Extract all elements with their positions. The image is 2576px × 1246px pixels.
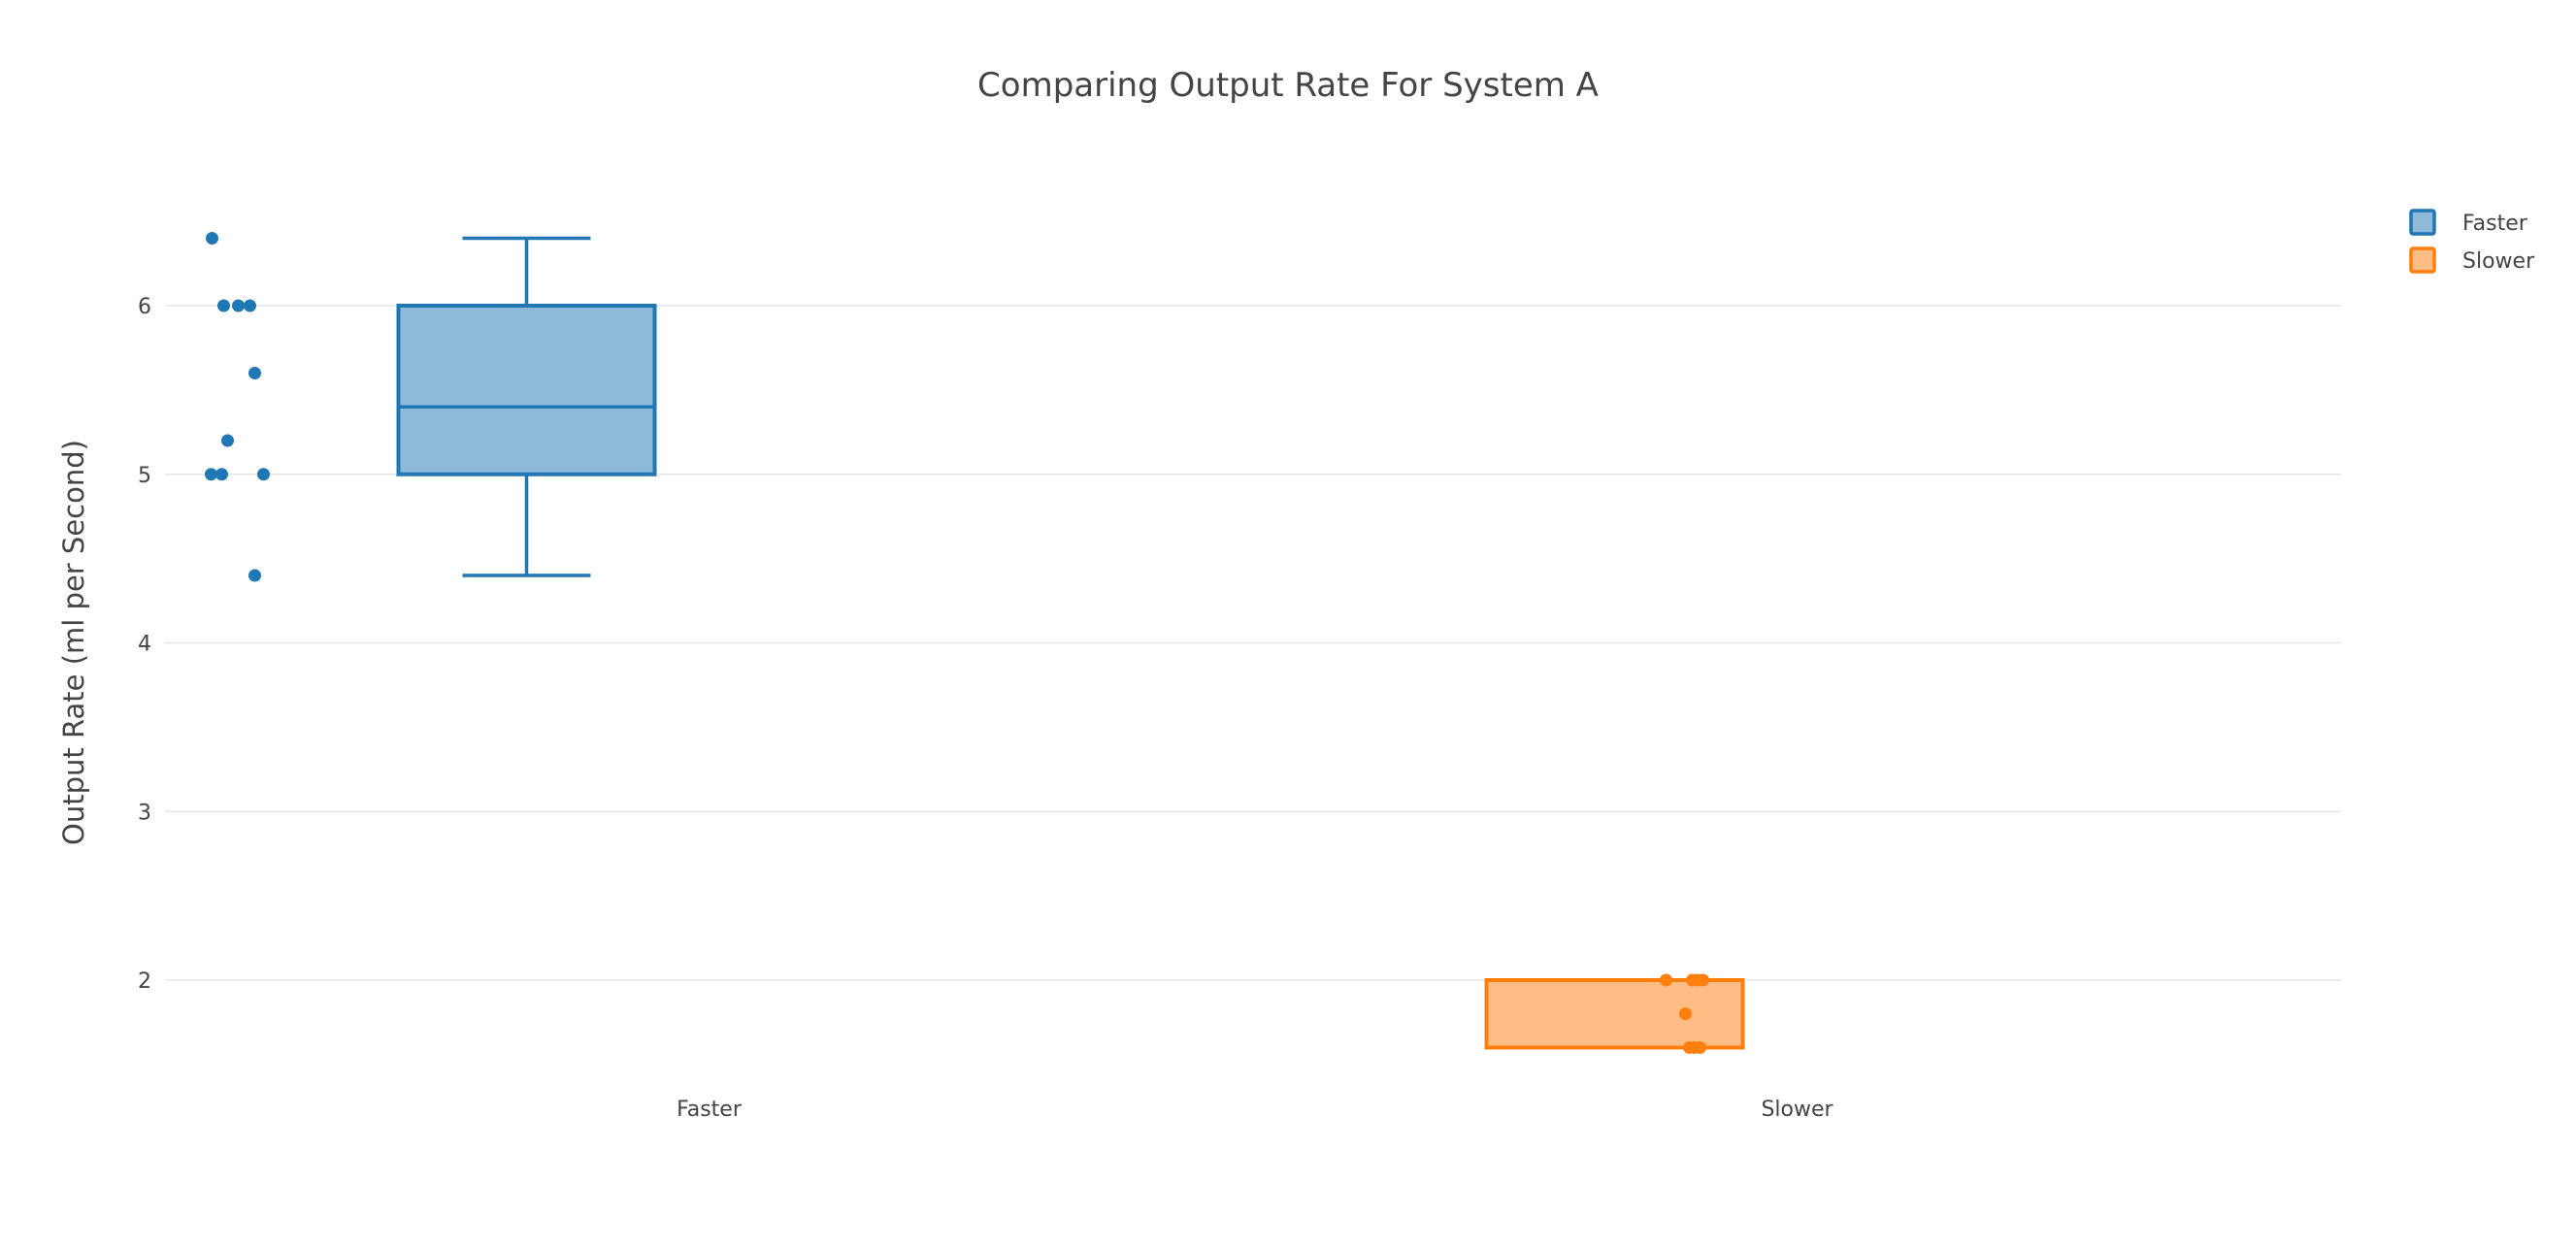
y-tick-label: 6 bbox=[138, 295, 151, 319]
data-point bbox=[206, 232, 218, 245]
legend-label: Slower bbox=[2462, 249, 2535, 274]
legend-swatch bbox=[2409, 209, 2436, 236]
x-axis-ticks: Faster Slower bbox=[677, 1098, 1833, 1122]
legend: Faster Slower bbox=[2409, 209, 2535, 274]
y-axis-ticks: 2 3 4 5 6 bbox=[138, 295, 151, 994]
point-layer bbox=[205, 232, 1709, 1054]
data-point bbox=[221, 434, 234, 447]
y-tick-label: 5 bbox=[138, 464, 151, 488]
data-point bbox=[248, 569, 261, 582]
x-tick-label: Faster bbox=[677, 1098, 743, 1122]
data-point bbox=[244, 299, 256, 312]
data-point bbox=[248, 367, 261, 379]
y-tick-label: 3 bbox=[138, 801, 151, 825]
data-point bbox=[1679, 1007, 1692, 1021]
legend-label: Faster bbox=[2462, 212, 2528, 236]
data-point bbox=[215, 468, 228, 481]
box-iqr bbox=[1484, 978, 1745, 1050]
data-point bbox=[217, 299, 230, 312]
data-point bbox=[1660, 973, 1672, 987]
data-point bbox=[257, 468, 270, 481]
chart-title: Comparing Output Rate For System A bbox=[977, 66, 1599, 105]
box-layer bbox=[396, 236, 1745, 1050]
data-point bbox=[205, 468, 217, 481]
y-axis-title: Output Rate (ml per Second) bbox=[57, 440, 90, 845]
box-iqr bbox=[396, 304, 657, 476]
legend-swatch bbox=[2409, 246, 2436, 274]
data-point bbox=[1697, 973, 1709, 987]
data-point bbox=[1694, 1041, 1706, 1054]
y-tick-label: 4 bbox=[138, 633, 151, 657]
x-tick-label: Slower bbox=[1761, 1098, 1833, 1122]
data-point bbox=[232, 299, 245, 312]
y-tick-label: 2 bbox=[138, 969, 151, 994]
